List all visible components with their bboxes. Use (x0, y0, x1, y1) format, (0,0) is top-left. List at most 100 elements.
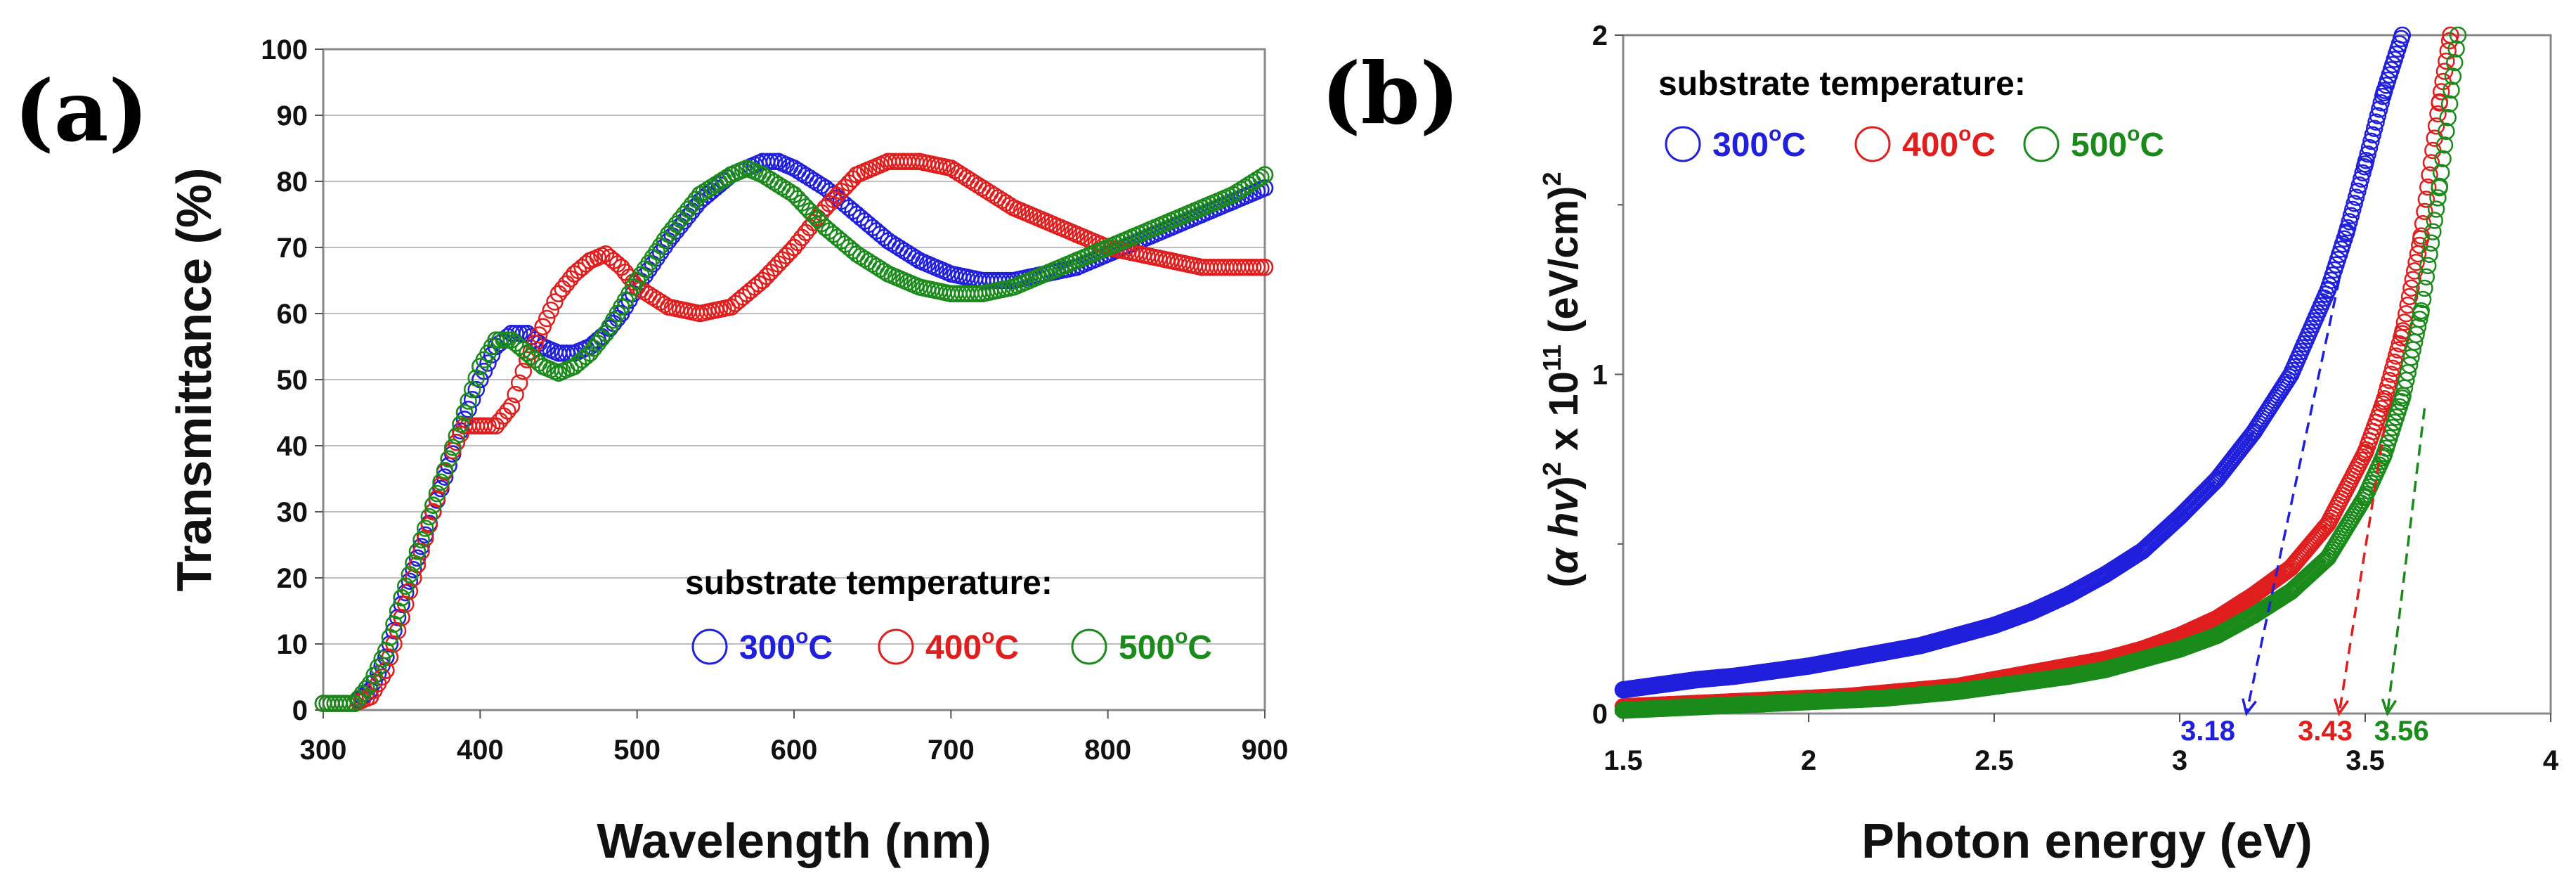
chart-a-series-marker (1256, 258, 1274, 276)
chart-a-series-marker (436, 462, 454, 479)
chart-a-ticks: 0 10 20 30 40 50 60 70 80 90 100 300 400 500 600 700 800… (261, 34, 1288, 766)
chart-a-series-marker (397, 577, 415, 595)
chart-b-fit-line (2386, 408, 2426, 714)
chart-a-series-marker (793, 228, 811, 247)
chart-b-fit-line (2338, 408, 2389, 714)
chart-b: 0 1 2 1.5 2 2.5 3 3.5 4 3.18 3.43 3.56 Photon ener… (1537, 20, 2559, 868)
chart-a-series-marker (401, 572, 419, 590)
panel-label-b: (b) (1321, 44, 1459, 143)
chart-b-fit-arrowhead (2381, 698, 2398, 716)
chart-a-x-axis-title: Wavelength (nm) (597, 813, 991, 868)
chart-a-series-marker (377, 662, 395, 679)
chart-a-series-marker (499, 402, 516, 420)
chart-a-legend-marker (691, 628, 728, 665)
chart-b-series-marker (2432, 164, 2450, 181)
chart-a-series-marker (1244, 258, 1262, 276)
chart-a-x-tick-label: 500 (613, 735, 661, 766)
chart-b-series-marker (2360, 138, 2379, 157)
chart-b-series-marker (2404, 271, 2422, 288)
chart-b-x-tick-label: 1.5 (1604, 745, 1643, 776)
chart-b-legend-entry: 500oC (2071, 122, 2164, 164)
chart-a-series-marker (542, 302, 560, 319)
chart-b-legend: substrate temperature: 300oC 400oC 500oC (1658, 65, 2164, 164)
chart-b-series-marker (2435, 63, 2454, 80)
chart-a-series-marker (1252, 258, 1270, 276)
chart-a-y-tick-label: 80 (277, 167, 308, 198)
chart-a-series-marker (440, 450, 457, 468)
chart-a-series-marker (546, 293, 564, 311)
chart-b-bandgap-label: 3.43 (2298, 716, 2353, 747)
chart-b-series-marker (2400, 288, 2419, 306)
chart-a-series-marker (557, 275, 575, 292)
chart-b-series-marker (2432, 83, 2450, 101)
chart-b-series-marker (2439, 108, 2457, 127)
chart-b-series-marker (2438, 122, 2455, 141)
chart-a-series-marker (428, 484, 446, 503)
chart-a-series-marker (656, 295, 673, 314)
chart-a-series-marker (475, 417, 493, 435)
chart-a-series-marker (412, 543, 430, 560)
chart-a-series-marker (495, 407, 513, 425)
chart-b-series-marker (2357, 152, 2375, 169)
chart-a-series-marker (420, 508, 438, 526)
chart-b-series-0 (1614, 26, 2412, 699)
chart-a-x-tick-label: 800 (1084, 735, 1131, 766)
chart-a-series-marker (432, 473, 450, 491)
chart-a-series-marker (538, 309, 556, 328)
chart-b-series-marker (2362, 132, 2380, 150)
chart-a: 0 10 20 30 40 50 60 70 80 90 100 300 400 500 600 700 800… (167, 34, 1288, 868)
chart-a-series-marker (338, 695, 356, 712)
chart-a-y-tick-label: 90 (277, 101, 308, 131)
chart-a-series-marker (448, 434, 466, 451)
chart-a-series-marker (1248, 258, 1266, 276)
chart-b-series-marker (2407, 254, 2425, 271)
chart-a-series-marker (373, 650, 391, 668)
chart-a-series-marker (393, 588, 410, 607)
chart-a-series-marker (369, 658, 387, 676)
chart-b-fit-arrowhead (2334, 698, 2350, 716)
chart-b-fit-arrowhead (2242, 698, 2257, 716)
chart-b-series-marker (2402, 279, 2420, 297)
chart-a-series-marker (452, 415, 469, 433)
chart-a-series-marker (401, 566, 419, 583)
chart-a-series-marker (467, 380, 485, 399)
chart-a-series-marker (377, 642, 395, 659)
chart-a-series-marker (530, 326, 548, 344)
chart-b-series-marker (2435, 136, 2454, 154)
chart-b-series-marker (2359, 145, 2376, 163)
chart-a-series (314, 153, 1274, 712)
chart-b-series-marker (2427, 117, 2445, 135)
chart-a-series-marker (424, 503, 442, 521)
chart-b-bandgap-label: 3.56 (2374, 716, 2429, 747)
chart-b-x-axis-title: Photon energy (eV) (1861, 813, 2312, 868)
chart-a-x-tick-label: 300 (300, 735, 347, 766)
chart-b-x-tick-label: 2.5 (1975, 745, 2014, 776)
chart-a-series-marker (358, 680, 375, 697)
chart-a-series-marker (534, 318, 552, 336)
chart-a-series-marker (1256, 166, 1274, 183)
chart-a-legend-title: substrate temperature: (685, 565, 1053, 602)
chart-b-series-marker (2438, 52, 2455, 70)
chart-b-series-marker (2440, 95, 2459, 112)
chart-a-series-marker (385, 615, 403, 633)
chart-a-series-marker (604, 314, 623, 333)
chart-a-series-marker (479, 417, 497, 435)
chart-a-legend-marker (1071, 628, 1107, 665)
chart-b-series-marker (2416, 202, 2433, 221)
chart-a-series-marker (424, 496, 442, 514)
chart-b-legend-entry: 400oC (1902, 122, 1996, 164)
chart-a-series-marker (416, 520, 434, 537)
chart-a-y-tick-label: 0 (292, 695, 308, 726)
chart-b-series-marker (2421, 245, 2438, 263)
chart-a-y-tick-label: 10 (277, 629, 308, 660)
chart-a-series-marker (467, 369, 485, 387)
chart-a-y-tick-label: 100 (261, 34, 308, 65)
chart-a-y-tick-label: 30 (277, 497, 308, 528)
chart-a-series-marker (519, 351, 536, 369)
chart-b-series-marker (2447, 40, 2465, 58)
chart-b-y-tick-label: 2 (1592, 20, 1608, 51)
chart-a-series-1 (314, 153, 1274, 712)
chart-b-series-marker (2409, 318, 2427, 336)
chart-a-legend-entry: 400oC (925, 625, 1019, 666)
